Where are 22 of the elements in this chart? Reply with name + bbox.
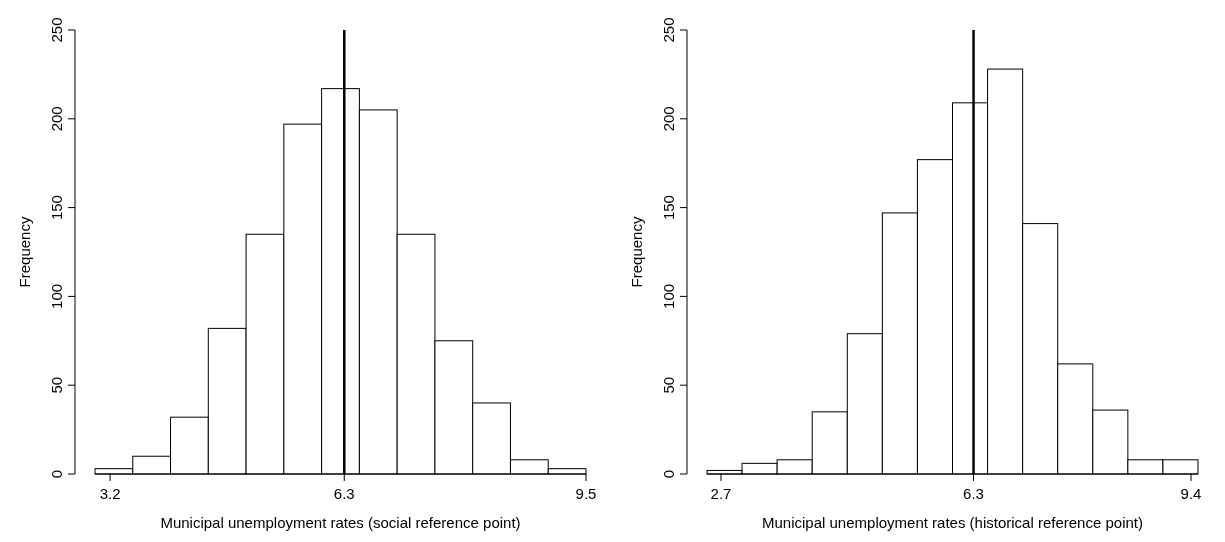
y-tick-label: 250 — [660, 17, 677, 43]
y-tick-label: 50 — [660, 376, 677, 394]
x-axis-title: Municipal unemployment rates (social reference point) — [160, 514, 521, 531]
x-tick-label: 9.5 — [575, 485, 597, 502]
y-axis-title: Frequency — [16, 216, 33, 288]
y-tick-label: 250 — [48, 17, 65, 43]
y-tick-label: 200 — [660, 106, 677, 132]
x-tick-label: 3.2 — [99, 485, 121, 502]
y-axis-title: Frequency — [628, 216, 645, 288]
x-axis-title: Municipal unemployment rates (historical reference point) — [761, 514, 1144, 531]
y-tick-label: 100 — [660, 283, 677, 309]
x-tick-label: 6.3 — [963, 485, 984, 502]
x-tick-label: 6.3 — [333, 485, 355, 502]
y-tick-label: 150 — [660, 195, 677, 221]
x-tick-label: 9.4 — [1180, 485, 1202, 502]
y-tick-label: 0 — [48, 469, 65, 479]
y-tick-label: 100 — [48, 283, 65, 309]
x-tick-label: 2.7 — [710, 485, 732, 502]
y-tick-label: 0 — [660, 469, 677, 479]
y-tick-label: 150 — [48, 195, 65, 221]
y-tick-label: 50 — [48, 376, 65, 394]
y-tick-label: 200 — [48, 106, 65, 132]
